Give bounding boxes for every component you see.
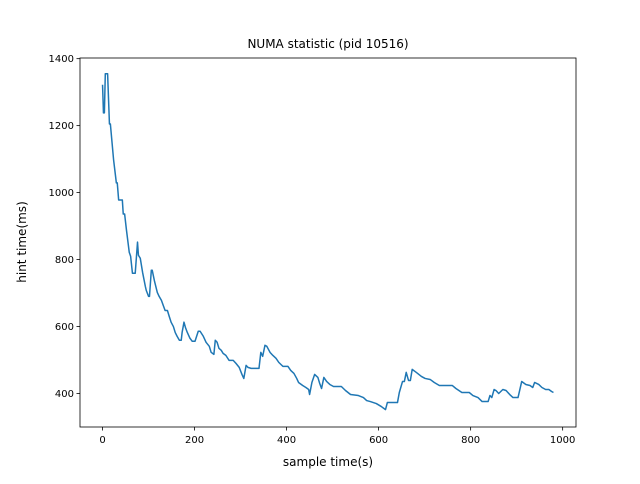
x-tick-label: 800 (461, 435, 480, 446)
x-tick-label: 600 (369, 435, 388, 446)
data-line (101, 72, 554, 411)
x-axis-label: sample time(s) (283, 455, 373, 469)
chart-title: NUMA statistic (pid 10516) (247, 37, 408, 51)
y-tick-label: 800 (55, 255, 74, 266)
y-tick-label: 400 (55, 389, 74, 400)
x-tick-label: 200 (185, 435, 204, 446)
y-tick-label: 600 (55, 322, 74, 333)
x-tick-label: 0 (99, 435, 105, 446)
y-tick-label: 1000 (49, 188, 74, 199)
plot-area (101, 72, 554, 411)
y-tick-label: 1400 (49, 54, 74, 65)
x-tick-label: 400 (277, 435, 296, 446)
y-axis-label: hint time(ms) (15, 201, 29, 282)
x-tick-label: 1000 (550, 435, 575, 446)
y-tick-label: 1200 (49, 121, 74, 132)
axes-frame (79, 57, 577, 428)
